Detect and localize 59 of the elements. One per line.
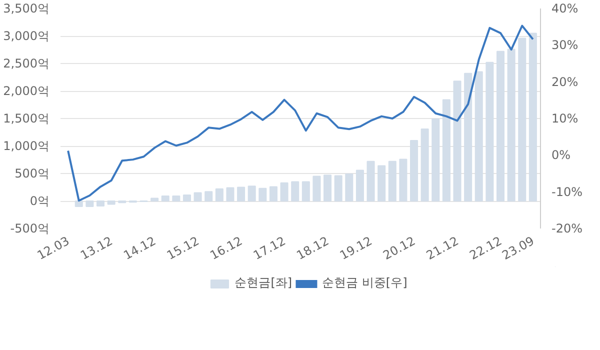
y-tick-label: 2,500억	[3, 56, 50, 70]
bar	[248, 186, 256, 202]
bar	[410, 140, 418, 202]
bar	[161, 196, 170, 202]
bar	[150, 198, 159, 202]
y-tick-label: 500억	[14, 166, 50, 180]
y-tick-label: 2,000억	[3, 84, 50, 98]
bar	[345, 174, 354, 202]
y2-tick-label: -20%	[552, 222, 583, 236]
bar	[194, 192, 202, 202]
bar	[420, 128, 429, 202]
y-tick-label: 3,000억	[3, 29, 50, 43]
bar	[356, 170, 364, 202]
bar	[334, 175, 342, 202]
bar	[528, 32, 537, 202]
bar	[518, 38, 526, 202]
y-tick-label: 3,500억	[3, 2, 50, 16]
bar	[464, 72, 472, 202]
y2-tick-label: -10%	[552, 184, 583, 199]
bar	[507, 48, 516, 202]
legend-label: 순현금 비중[우]	[322, 274, 408, 292]
y-tick-label: -500억	[10, 222, 50, 236]
bar	[366, 160, 375, 202]
bar	[96, 200, 105, 206]
bar	[474, 71, 483, 202]
bar	[291, 181, 300, 202]
bar	[107, 200, 116, 205]
bar	[280, 182, 288, 202]
bar	[258, 188, 267, 202]
y2-tick-label: 40%	[552, 2, 578, 16]
y2-tick-label: 30%	[552, 38, 578, 52]
y-tick-label: 1,000억	[3, 139, 50, 153]
bar	[486, 62, 494, 202]
y-tick-label: 0억	[30, 194, 50, 208]
bar	[496, 50, 505, 202]
bar	[269, 186, 278, 202]
bar	[453, 80, 462, 202]
legend-label: 순현금[좌]	[234, 274, 292, 292]
line-series	[67, 24, 534, 202]
bar	[74, 200, 83, 207]
y2-tick-label: 20%	[552, 74, 578, 89]
y2-tick-label: 0%	[552, 148, 571, 162]
bar	[442, 99, 450, 202]
bar	[172, 196, 180, 202]
bar	[86, 200, 94, 207]
bar	[182, 194, 191, 202]
bar	[237, 186, 246, 202]
y2-tick-label: 10%	[552, 112, 578, 126]
y-tick-label: 1,500억	[3, 112, 50, 126]
bar	[324, 174, 332, 202]
bar	[432, 118, 440, 202]
bar	[302, 181, 310, 202]
bar	[388, 160, 396, 202]
bar	[215, 188, 224, 202]
bar	[399, 158, 408, 202]
bar	[378, 165, 386, 202]
bar	[204, 191, 213, 202]
bar	[226, 187, 234, 202]
bar	[312, 176, 321, 202]
